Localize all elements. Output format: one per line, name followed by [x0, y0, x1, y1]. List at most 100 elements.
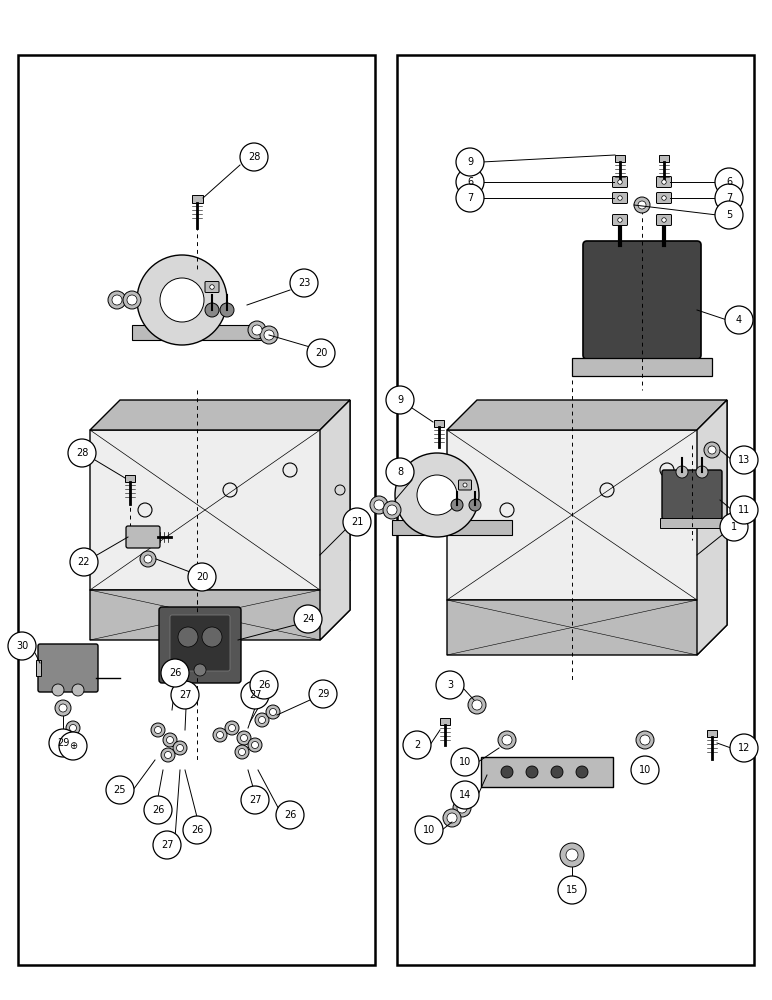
Circle shape — [468, 696, 486, 714]
Polygon shape — [447, 400, 727, 600]
Text: 6: 6 — [726, 177, 732, 187]
Circle shape — [163, 733, 177, 747]
Circle shape — [240, 143, 268, 171]
Circle shape — [241, 681, 269, 709]
FancyBboxPatch shape — [707, 730, 717, 737]
Circle shape — [451, 781, 479, 809]
Text: 1: 1 — [731, 522, 737, 532]
Circle shape — [70, 548, 98, 576]
Text: 27: 27 — [249, 795, 261, 805]
Circle shape — [235, 745, 249, 759]
Circle shape — [472, 700, 482, 710]
FancyBboxPatch shape — [662, 470, 722, 519]
Circle shape — [309, 680, 337, 708]
Circle shape — [264, 330, 274, 340]
Text: 9: 9 — [397, 395, 403, 405]
FancyBboxPatch shape — [656, 192, 672, 204]
Circle shape — [205, 303, 219, 317]
Circle shape — [704, 442, 720, 458]
Circle shape — [144, 796, 172, 824]
Circle shape — [696, 466, 708, 478]
Circle shape — [183, 816, 211, 844]
Circle shape — [239, 748, 245, 756]
FancyBboxPatch shape — [126, 526, 160, 548]
Circle shape — [395, 453, 479, 537]
Circle shape — [636, 731, 654, 749]
Text: 4: 4 — [736, 315, 742, 325]
Circle shape — [307, 339, 335, 367]
Polygon shape — [320, 400, 350, 640]
Text: 6: 6 — [467, 177, 473, 187]
FancyBboxPatch shape — [615, 155, 625, 162]
Circle shape — [213, 728, 227, 742]
Circle shape — [708, 446, 716, 454]
Text: 10: 10 — [423, 825, 435, 835]
Circle shape — [640, 735, 650, 745]
Text: 28: 28 — [76, 448, 88, 458]
Circle shape — [715, 201, 743, 229]
Circle shape — [154, 726, 161, 734]
Circle shape — [631, 756, 659, 784]
Circle shape — [112, 295, 122, 305]
Circle shape — [526, 766, 538, 778]
Text: 26: 26 — [191, 825, 203, 835]
Circle shape — [453, 799, 471, 817]
Circle shape — [250, 671, 278, 699]
Circle shape — [55, 700, 71, 716]
Text: 15: 15 — [566, 885, 578, 895]
Text: ⊕: ⊕ — [69, 741, 77, 751]
Circle shape — [248, 321, 266, 339]
Circle shape — [551, 766, 563, 778]
Circle shape — [8, 632, 36, 660]
Circle shape — [374, 500, 384, 510]
Text: 24: 24 — [302, 614, 314, 624]
Text: 28: 28 — [248, 152, 260, 162]
Circle shape — [167, 736, 174, 744]
Circle shape — [252, 325, 262, 335]
Circle shape — [259, 716, 266, 724]
Circle shape — [276, 801, 304, 829]
FancyBboxPatch shape — [159, 607, 241, 683]
Circle shape — [456, 184, 484, 212]
Circle shape — [151, 723, 165, 737]
Circle shape — [140, 551, 156, 567]
Circle shape — [153, 831, 181, 859]
Circle shape — [415, 816, 443, 844]
Text: 10: 10 — [459, 757, 471, 767]
Circle shape — [576, 766, 588, 778]
Circle shape — [188, 563, 216, 591]
Text: 29: 29 — [57, 738, 69, 748]
Circle shape — [662, 196, 666, 200]
Text: 10: 10 — [639, 765, 651, 775]
Circle shape — [618, 180, 622, 184]
Text: 25: 25 — [113, 785, 127, 795]
Circle shape — [618, 218, 622, 222]
Text: 12: 12 — [738, 743, 750, 753]
Polygon shape — [697, 400, 727, 655]
Circle shape — [137, 255, 227, 345]
Circle shape — [241, 786, 269, 814]
FancyBboxPatch shape — [459, 480, 472, 490]
Circle shape — [202, 627, 222, 647]
FancyBboxPatch shape — [440, 718, 450, 725]
Circle shape — [417, 475, 457, 515]
FancyBboxPatch shape — [125, 475, 135, 482]
Polygon shape — [447, 400, 727, 430]
Circle shape — [266, 705, 280, 719]
FancyBboxPatch shape — [612, 176, 628, 188]
Text: 14: 14 — [459, 790, 471, 800]
Circle shape — [387, 505, 397, 515]
FancyBboxPatch shape — [583, 241, 701, 359]
Polygon shape — [90, 560, 350, 640]
Text: 26: 26 — [169, 668, 181, 678]
FancyBboxPatch shape — [660, 518, 724, 528]
Circle shape — [501, 766, 513, 778]
Circle shape — [52, 684, 64, 696]
Circle shape — [662, 218, 666, 222]
Circle shape — [294, 605, 322, 633]
Circle shape — [386, 458, 414, 486]
Text: 26: 26 — [152, 805, 164, 815]
FancyBboxPatch shape — [38, 644, 98, 692]
Circle shape — [177, 744, 184, 752]
Circle shape — [502, 735, 512, 745]
